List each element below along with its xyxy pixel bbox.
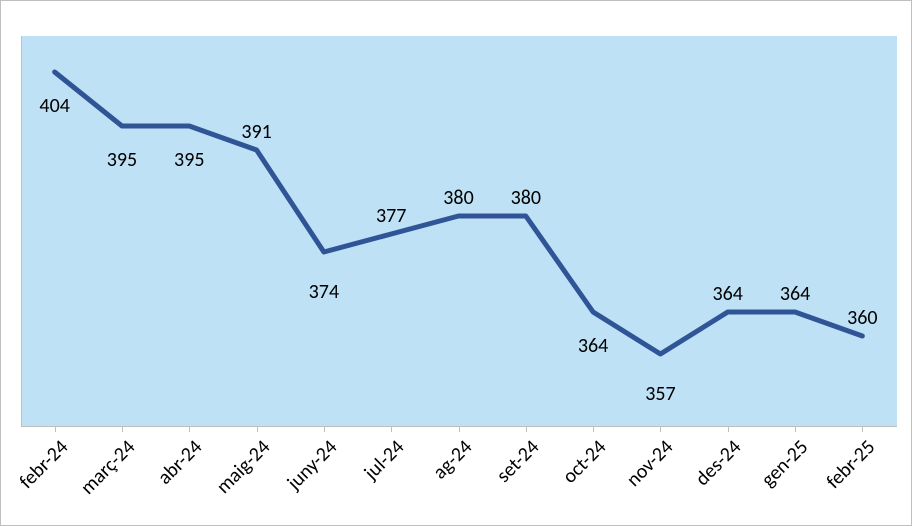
x-tick	[257, 426, 258, 432]
x-tick	[526, 426, 527, 432]
chart-container: febr-24404març-24395abr-24395maig-24391j…	[0, 0, 912, 526]
data-point-label: 380	[511, 186, 541, 210]
data-point-label: 377	[376, 204, 406, 228]
data-point-label: 360	[847, 306, 877, 330]
x-tick	[324, 426, 325, 432]
data-point-label: 357	[645, 382, 675, 406]
data-point-label: 395	[174, 148, 204, 172]
data-point-label: 391	[241, 120, 271, 144]
x-tick	[795, 426, 796, 432]
data-point-label: 374	[309, 280, 339, 304]
x-tick	[593, 426, 594, 432]
line-layer	[11, 11, 912, 466]
data-point-label: 395	[107, 148, 137, 172]
x-tick	[728, 426, 729, 432]
x-tick	[122, 426, 123, 432]
data-point-label: 364	[578, 334, 608, 358]
data-line	[55, 72, 863, 354]
plot-wrap: febr-24404març-24395abr-24395maig-24391j…	[11, 11, 901, 515]
data-point-label: 404	[39, 94, 69, 118]
x-tick	[189, 426, 190, 432]
x-tick	[391, 426, 392, 432]
data-point-label: 380	[443, 186, 473, 210]
x-tick	[55, 426, 56, 432]
data-point-label: 364	[713, 282, 743, 306]
data-point-label: 364	[780, 282, 810, 306]
x-tick	[459, 426, 460, 432]
x-tick	[660, 426, 661, 432]
x-tick	[862, 426, 863, 432]
